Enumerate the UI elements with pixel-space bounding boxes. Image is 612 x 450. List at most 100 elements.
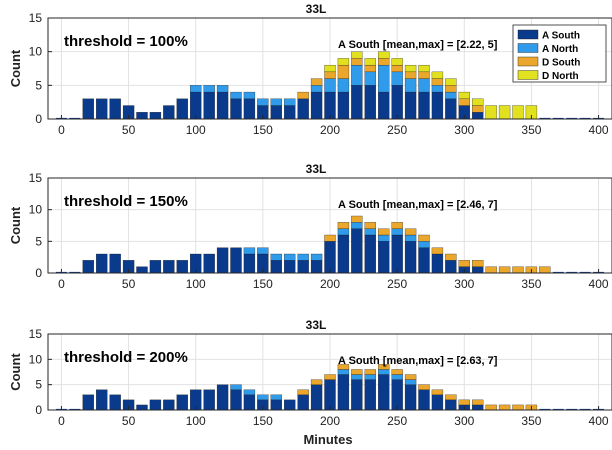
- bar-segment: [458, 91, 470, 99]
- stats-annotation: A South [mean,max] = [2.63, 7]: [338, 355, 498, 367]
- bar-segment: [418, 241, 430, 248]
- bar-segment: [96, 98, 108, 120]
- bar-segment: [404, 234, 417, 242]
- y-tick-label: 5: [35, 234, 42, 248]
- bar-segment: [364, 64, 376, 73]
- chart-panel-2: 0 50 100 150 200 250 300 350 400 0 5 10 15 33L Count th…: [8, 162, 612, 291]
- bar-segment: [378, 64, 390, 93]
- bar-segment: [445, 78, 457, 86]
- x-axis-label: Minutes: [303, 432, 352, 447]
- bar-segment: [391, 234, 403, 274]
- x-tick-label: 250: [387, 277, 407, 291]
- bar-segment: [485, 266, 497, 274]
- legend-entry: D South: [542, 58, 580, 69]
- bar-segment: [136, 266, 148, 274]
- x-tick-label: 0: [58, 414, 65, 428]
- bar-segment: [82, 394, 94, 411]
- y-axis-label: Count: [8, 206, 23, 244]
- bar-segment: [216, 85, 229, 93]
- bar-segment: [418, 71, 430, 79]
- bar-segment: [284, 260, 296, 274]
- bar-segment: [109, 98, 121, 120]
- bar-segment: [82, 98, 94, 120]
- bar-segment: [284, 253, 296, 261]
- bar-segment: [230, 91, 242, 99]
- bar-segment: [109, 253, 121, 274]
- x-tick-label: 0: [58, 277, 65, 291]
- bar-segment: [310, 253, 323, 261]
- x-tick-label: 300: [454, 414, 474, 428]
- bar-segment: [418, 389, 430, 411]
- bar-segment: [243, 98, 256, 120]
- x-tick-label: 350: [521, 414, 541, 428]
- x-tick-label: 50: [122, 123, 136, 137]
- bar-segment: [176, 394, 188, 411]
- legend-swatch: [517, 56, 539, 67]
- bar-segment: [243, 253, 256, 274]
- bar-segment: [351, 58, 363, 66]
- bar-segment: [243, 247, 256, 255]
- x-tick-label: 100: [186, 123, 206, 137]
- bar-segment: [310, 379, 323, 385]
- bar-segment: [404, 78, 417, 93]
- bar-segment: [418, 64, 430, 73]
- bar-segment: [203, 91, 215, 120]
- bar-segment: [485, 404, 497, 411]
- bar-segment: [431, 91, 444, 120]
- bar-segment: [216, 384, 229, 411]
- bar-segment: [418, 384, 430, 390]
- bar-segment: [351, 215, 363, 223]
- bar-segment: [458, 399, 470, 406]
- bar-segment: [445, 98, 457, 120]
- x-tick-label: 200: [320, 414, 340, 428]
- bar-segment: [458, 98, 470, 106]
- bar-segment: [391, 58, 403, 66]
- bar-segment: [378, 369, 390, 375]
- bar-segment: [297, 260, 309, 274]
- bar-segment: [418, 247, 430, 274]
- bar-segment: [270, 98, 282, 106]
- bar-segment: [203, 253, 215, 274]
- bar-segment: [431, 71, 444, 79]
- x-tick-label: 0: [58, 123, 65, 137]
- bar-segment: [324, 91, 336, 120]
- x-tick-label: 150: [253, 277, 273, 291]
- bar-segment: [418, 234, 430, 242]
- bar-segment: [431, 389, 444, 395]
- x-tick-label: 400: [589, 277, 609, 291]
- bar-segment: [498, 404, 511, 411]
- bar-segment: [472, 105, 484, 113]
- bar-segment: [472, 260, 484, 267]
- bar-segment: [270, 394, 282, 401]
- y-tick-label: 0: [35, 112, 42, 126]
- bar-segment: [337, 374, 350, 411]
- bar-segment: [163, 260, 175, 274]
- bar-segment: [176, 98, 188, 120]
- bar-segment: [109, 394, 121, 411]
- y-tick-label: 15: [29, 171, 43, 185]
- bar-segment: [378, 228, 390, 236]
- bar-segment: [445, 260, 457, 274]
- bar-segment: [324, 241, 336, 274]
- bar-segment: [270, 253, 282, 261]
- bar-segment: [324, 78, 336, 93]
- y-axis-label: Count: [8, 49, 23, 87]
- bar-segment: [445, 399, 457, 411]
- bar-segment: [297, 91, 309, 99]
- x-tick-label: 300: [454, 277, 474, 291]
- bar-segment: [364, 58, 376, 66]
- bar-segment: [337, 234, 350, 274]
- bar-segment: [310, 384, 323, 411]
- bar-segment: [485, 105, 497, 120]
- bar-segment: [391, 64, 403, 73]
- threshold-annotation: threshold = 100%: [64, 33, 188, 50]
- bar-segment: [431, 78, 444, 86]
- bar-segment: [431, 394, 444, 411]
- bar-segment: [364, 369, 376, 375]
- bar-segment: [472, 404, 484, 411]
- bar-segment: [445, 85, 457, 93]
- y-tick-label: 5: [35, 78, 42, 92]
- bar-segment: [230, 247, 242, 274]
- bar-segment: [418, 78, 430, 93]
- bar-segment: [404, 379, 417, 385]
